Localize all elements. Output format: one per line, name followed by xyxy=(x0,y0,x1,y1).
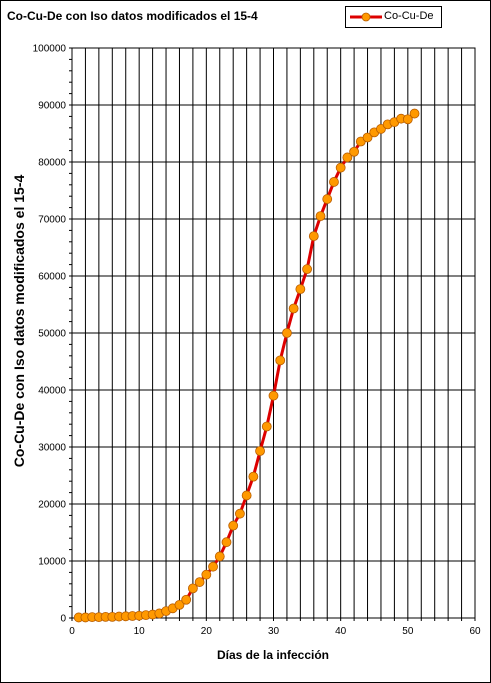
data-point xyxy=(402,114,413,125)
data-point xyxy=(349,146,360,157)
x-tick-label: 50 xyxy=(402,626,414,637)
y-tick-label: 20000 xyxy=(38,500,66,511)
legend-swatch xyxy=(350,12,382,22)
data-point xyxy=(329,177,339,187)
data-point xyxy=(409,108,420,119)
data-point xyxy=(228,520,239,531)
chart-title: Co-Cu-De con Iso datos modificados el 15… xyxy=(7,9,258,23)
x-tick-label: 40 xyxy=(335,626,347,637)
y-tick-label: 70000 xyxy=(38,215,66,226)
data-point xyxy=(288,303,299,314)
data-point xyxy=(275,355,286,366)
y-tick-label: 50000 xyxy=(38,329,66,340)
data-point xyxy=(208,561,218,572)
data-point xyxy=(308,231,319,242)
data-point xyxy=(342,152,353,163)
x-axis-label: Días de la infección xyxy=(216,648,330,662)
data-point xyxy=(376,124,386,134)
data-point xyxy=(221,537,232,548)
data-point xyxy=(261,421,272,432)
data-point xyxy=(302,264,312,275)
data-point xyxy=(335,162,346,173)
y-tick-label: 30000 xyxy=(38,443,66,454)
data-point xyxy=(201,569,212,580)
data-point xyxy=(255,446,265,456)
data-point xyxy=(248,471,259,482)
x-tick-label: 0 xyxy=(69,626,75,637)
data-point xyxy=(194,577,205,587)
data-point xyxy=(362,132,373,143)
y-tick-label: 40000 xyxy=(38,386,66,397)
x-tick-label: 30 xyxy=(268,626,280,637)
data-point xyxy=(235,508,245,519)
y-tick-label: 0 xyxy=(60,614,66,625)
data-point xyxy=(268,390,279,401)
y-tick-label: 60000 xyxy=(38,272,66,283)
data-point xyxy=(295,284,306,295)
data-point xyxy=(315,211,326,222)
x-tick-label: 60 xyxy=(469,626,481,637)
data-point xyxy=(241,490,252,501)
data-point xyxy=(214,551,225,562)
y-tick-label: 80000 xyxy=(38,158,66,169)
data-point xyxy=(174,599,185,610)
legend-label: Co-Cu-De xyxy=(384,10,434,22)
data-point xyxy=(282,328,292,338)
data-point xyxy=(187,583,198,594)
x-tick-label: 10 xyxy=(134,626,146,637)
data-point xyxy=(322,194,333,204)
data-point xyxy=(181,594,192,605)
y-tick-label: 90000 xyxy=(38,101,66,112)
y-tick-label: 10000 xyxy=(38,557,66,568)
legend: Co-Cu-De xyxy=(345,6,442,28)
x-tick-label: 20 xyxy=(201,626,213,637)
y-tick-label: 100000 xyxy=(33,44,67,55)
